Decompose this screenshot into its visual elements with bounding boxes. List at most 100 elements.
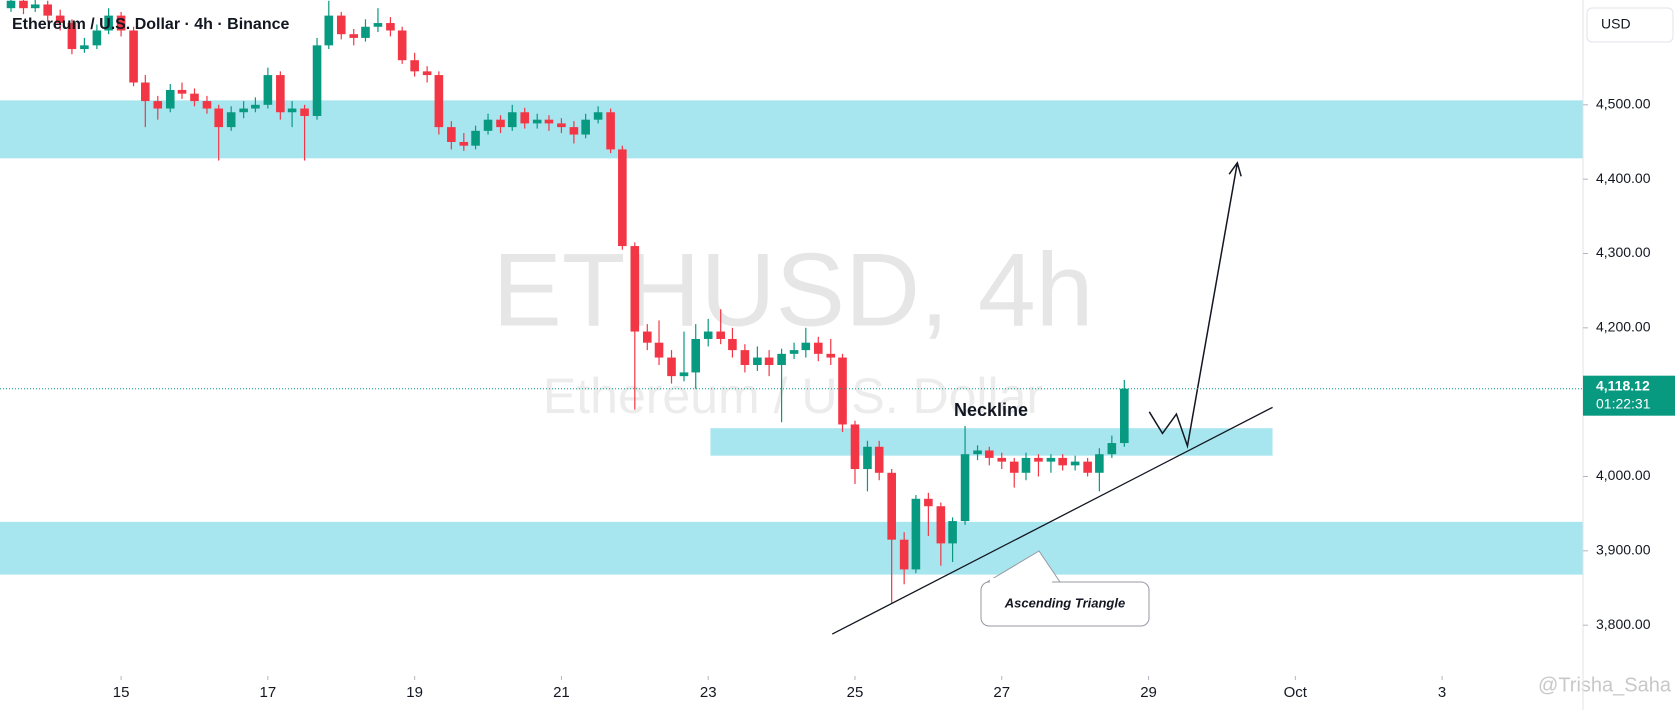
zone — [0, 521, 1583, 575]
candle-body — [177, 89, 187, 94]
candle-body — [190, 93, 199, 102]
candle-body — [973, 450, 982, 455]
y-tick-label: 4,200.00 — [1596, 319, 1651, 335]
candle-body — [801, 342, 811, 351]
candle-body — [202, 101, 212, 109]
currency-button[interactable] — [1586, 7, 1674, 43]
candle-body — [924, 498, 933, 507]
candle-body — [544, 119, 554, 124]
candle-body — [471, 130, 480, 146]
candle-body — [116, 15, 126, 31]
candle-body — [960, 454, 970, 522]
candle-body — [214, 108, 223, 128]
y-tick-label: 4,300.00 — [1596, 244, 1651, 260]
candle-body — [936, 506, 946, 544]
candle-body — [104, 15, 113, 31]
watermark-subtitle: Ethereum / U.S. Dollar — [543, 368, 1043, 424]
candle-body — [1034, 457, 1043, 462]
candle-body — [911, 498, 921, 570]
candle-body — [569, 127, 579, 135]
candle-body — [239, 108, 248, 113]
candle-body — [984, 450, 994, 458]
candle-body — [141, 82, 150, 102]
neckline-label: Neckline — [954, 400, 1028, 420]
candle-body — [654, 342, 664, 358]
candle-body — [606, 112, 615, 150]
y-tick-label: 3,900.00 — [1596, 542, 1651, 558]
candle-body — [226, 112, 236, 128]
candle-body — [728, 338, 737, 351]
x-tick-label: 27 — [993, 684, 1010, 701]
candle-body — [483, 119, 493, 131]
candle-body — [1058, 457, 1067, 466]
candle-body — [422, 71, 432, 76]
candle-body — [1120, 388, 1129, 444]
callout-pointer — [986, 550, 1061, 583]
candle-body — [153, 101, 163, 109]
candle-body — [80, 45, 89, 50]
candle-body — [557, 123, 566, 128]
candle-body — [753, 357, 762, 365]
trendline — [831, 406, 1273, 635]
candle-body — [764, 357, 774, 365]
candle-body — [361, 26, 370, 38]
candle-body — [312, 45, 322, 116]
drawings — [831, 161, 1273, 635]
x-tick-label: Oct — [1284, 684, 1308, 701]
candle-body — [300, 108, 309, 116]
zone — [0, 100, 1583, 159]
candle-body — [434, 75, 444, 128]
x-tick-label: 15 — [113, 684, 130, 701]
candle-body — [581, 119, 590, 135]
candle-body — [1107, 443, 1117, 455]
candle-body — [716, 331, 725, 339]
candle-body — [679, 372, 689, 377]
candle-body — [386, 23, 395, 31]
candle-body — [1009, 461, 1019, 473]
x-tick-label: 19 — [406, 684, 423, 701]
candle-body — [667, 357, 676, 377]
callout-joint — [990, 578, 1052, 586]
candle-body — [1021, 457, 1031, 473]
candle-body — [349, 34, 359, 38]
candle-body — [1046, 457, 1056, 462]
candle-body — [287, 108, 297, 113]
candle-body — [43, 4, 53, 16]
candle-body — [55, 15, 65, 24]
x-tick-label: 29 — [1140, 684, 1157, 701]
candle-body — [826, 353, 836, 358]
x-tick-label: 3 — [1438, 684, 1446, 701]
candle-body — [642, 331, 652, 343]
candle-body — [165, 89, 175, 109]
candle-body — [630, 246, 640, 332]
y-tick-label: 4,400.00 — [1596, 170, 1651, 186]
y-tick-label: 4,000.00 — [1596, 467, 1651, 483]
candle-body — [850, 424, 860, 470]
candle-body — [1095, 454, 1104, 473]
candle-body — [532, 119, 542, 124]
candle-body — [276, 75, 285, 113]
candle-body — [129, 30, 138, 83]
candle-body — [373, 23, 383, 27]
candle-body — [6, 0, 16, 9]
candle-body — [813, 342, 823, 354]
candle-body — [30, 4, 40, 9]
zones — [0, 100, 1583, 575]
candle-body — [520, 112, 530, 124]
candle-body — [887, 472, 896, 540]
candle-body — [948, 521, 957, 544]
candle-body — [1070, 461, 1080, 466]
candle-body — [863, 446, 872, 470]
candle-body — [777, 353, 786, 365]
candle-body — [410, 60, 419, 72]
candle-body — [874, 446, 884, 473]
last-price-tag — [1583, 375, 1675, 416]
projection-path — [1148, 162, 1239, 450]
currency-label[interactable]: USD — [1601, 16, 1631, 32]
countdown: 01:22:31 — [1596, 395, 1651, 411]
candle-body — [67, 23, 77, 50]
candles — [6, 0, 1129, 603]
candle-body — [838, 357, 847, 425]
candle-body — [899, 539, 909, 570]
